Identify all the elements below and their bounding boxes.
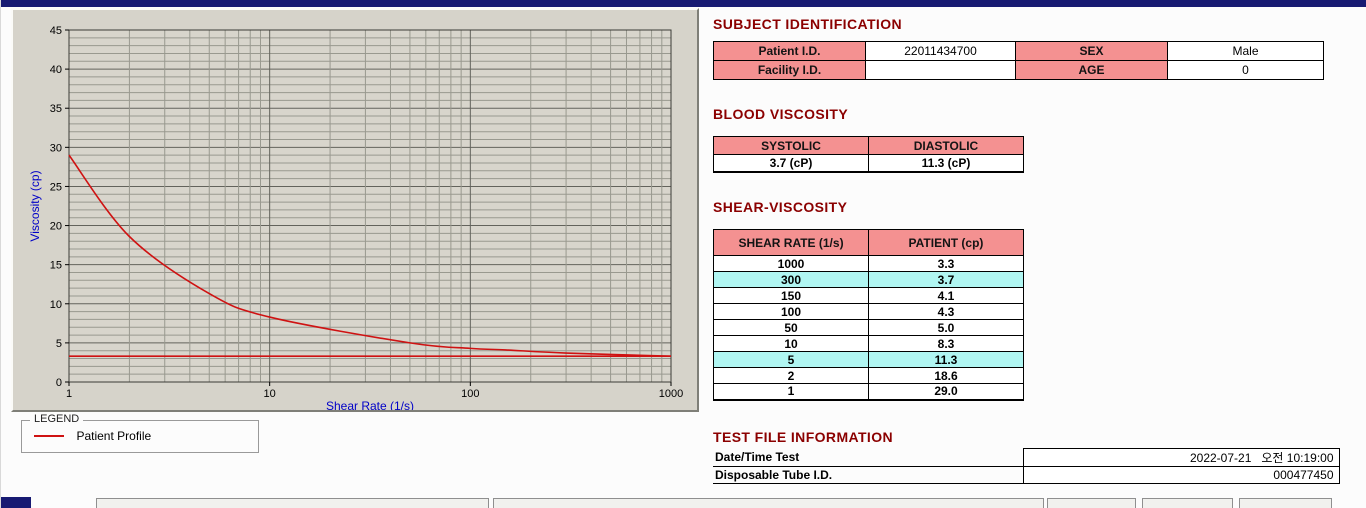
shear-viscosity-row: 100 4.3 [713,303,1024,320]
blood-viscosity-table: SYSTOLIC DIASTOLIC 3.7 (cP) 11.3 (cP) [713,136,1024,173]
bottom-button-5[interactable] [1239,498,1332,508]
svg-text:20: 20 [50,221,62,233]
shear-viscosity-row: 2 18.6 [713,367,1024,384]
shear-viscosity-row: 5 11.3 [713,351,1024,368]
svg-text:1: 1 [66,388,72,400]
svg-text:100: 100 [461,388,479,400]
shear-viscosity-title: SHEAR-VISCOSITY [713,199,848,215]
patient-cp-cell: 29.0 [868,383,1024,400]
shear-viscosity-body: 1000 3.3 300 3.7 150 4.1 100 4.3 50 5.0 10 8.3 5 11.3… [713,255,1024,400]
y-axis-label: Viscosity (cp) [28,170,42,241]
svg-text:30: 30 [50,142,62,154]
svg-text:10: 10 [50,299,62,311]
table-row: 3.7 (cP) 11.3 (cP) [713,154,1024,172]
viscosity-chart-svg: 0 5 10 15 20 25 30 35 40 45 1 10 100 1000 Shear Rate (… [28,25,683,410]
patient-cp-cell: 11.3 [868,351,1024,368]
bottom-button-1[interactable] [96,498,489,508]
bottom-button-2[interactable] [493,498,1044,508]
shear-viscosity-row: 300 3.7 [713,271,1024,288]
legend-title: LEGEND [30,413,84,425]
patient-cp-cell: 18.6 [868,367,1024,384]
table-row: Facility I.D. AGE 0 [713,60,1324,80]
age-label: AGE [1015,60,1168,80]
legend-box: LEGEND Patient Profile [21,413,259,453]
shear-viscosity-row: 150 4.1 [713,287,1024,304]
disposable-tube-id-label: Disposable Tube I.D. [713,466,1023,484]
test-file-information-title: TEST FILE INFORMATION [713,429,894,445]
blood-viscosity-title: BLOOD VISCOSITY [713,106,849,122]
patient-cp-cell: 4.3 [868,303,1024,320]
svg-text:1000: 1000 [659,388,683,400]
bottom-toolbar [1,497,1366,508]
bottom-button-3[interactable] [1047,498,1136,508]
x-axis-label: Shear Rate (1/s) [326,399,414,410]
age-value: 0 [1167,60,1324,80]
shear-rate-cell: 1 [713,383,869,400]
diastolic-value: 11.3 (cP) [868,154,1024,172]
shear-rate-cell: 1000 [713,255,869,272]
systolic-header: SYSTOLIC [713,136,869,155]
shear-rate-cell: 100 [713,303,869,320]
shear-rate-cell: 300 [713,271,869,288]
patient-cp-cell: 3.7 [868,271,1024,288]
table-row: Date/Time Test 2022-07-21 오전 10:19:00 [713,448,1340,467]
shear-rate-cell: 150 [713,287,869,304]
table-header-row: SHEAR RATE (1/s) PATIENT (cp) [713,229,1024,256]
svg-text:5: 5 [56,338,62,350]
patient-cp-cell: 3.3 [868,255,1024,272]
disposable-tube-id-value: 000477450 [1022,466,1340,484]
svg-text:25: 25 [50,181,62,193]
bottom-accent-block [1,497,31,508]
patient-cp-cell: 8.3 [868,335,1024,352]
shear-rate-header: SHEAR RATE (1/s) [713,229,869,256]
svg-text:15: 15 [50,260,62,272]
shear-rate-cell: 10 [713,335,869,352]
sex-value: Male [1167,41,1324,61]
legend-item-label: Patient Profile [76,428,152,443]
date-time-test-value: 2022-07-21 오전 10:19:00 [1022,448,1340,467]
shear-viscosity-table: SHEAR RATE (1/s) PATIENT (cp) 1000 3.3 300… [713,229,1024,401]
date-time-test-label: Date/Time Test [713,448,1023,467]
test-file-information-table: Date/Time Test 2022-07-21 오전 10:19:00 Di… [713,448,1340,484]
diastolic-header: DIASTOLIC [868,136,1024,155]
sex-label: SEX [1015,41,1168,61]
patient-cp-cell: 4.1 [868,287,1024,304]
shear-rate-cell: 5 [713,351,869,368]
shear-viscosity-row: 1 29.0 [713,383,1024,400]
shear-viscosity-row: 10 8.3 [713,335,1024,352]
patient-cp-header: PATIENT (cp) [868,229,1024,256]
subject-identification-title: SUBJECT IDENTIFICATION [713,16,902,32]
shear-viscosity-row: 50 5.0 [713,319,1024,336]
shear-viscosity-row: 1000 3.3 [713,255,1024,272]
facility-id-value [865,60,1016,80]
svg-text:35: 35 [50,103,62,115]
svg-text:0: 0 [56,377,62,389]
table-row: Patient I.D. 22011434700 SEX Male [713,41,1324,61]
patient-id-value: 22011434700 [865,41,1016,61]
bottom-button-4[interactable] [1142,498,1233,508]
svg-text:40: 40 [50,64,62,76]
patient-cp-cell: 5.0 [868,319,1024,336]
shear-rate-cell: 2 [713,367,869,384]
subject-identification-table: Patient I.D. 22011434700 SEX Male Facili… [713,41,1324,80]
facility-id-label: Facility I.D. [713,60,866,80]
series-patient-profile [68,154,672,357]
systolic-value: 3.7 (cP) [713,154,869,172]
table-row: SYSTOLIC DIASTOLIC [713,136,1024,155]
patient-id-label: Patient I.D. [713,41,866,61]
patient-profile-line-swatch [34,434,64,437]
shear-rate-cell: 50 [713,319,869,336]
table-row: Disposable Tube I.D. 000477450 [713,466,1340,484]
title-bar [1,0,1366,7]
svg-text:10: 10 [264,388,276,400]
viscosity-chart-panel: 0 5 10 15 20 25 30 35 40 45 1 10 100 1000 Shear Rate (… [11,8,699,412]
svg-text:45: 45 [50,25,62,37]
